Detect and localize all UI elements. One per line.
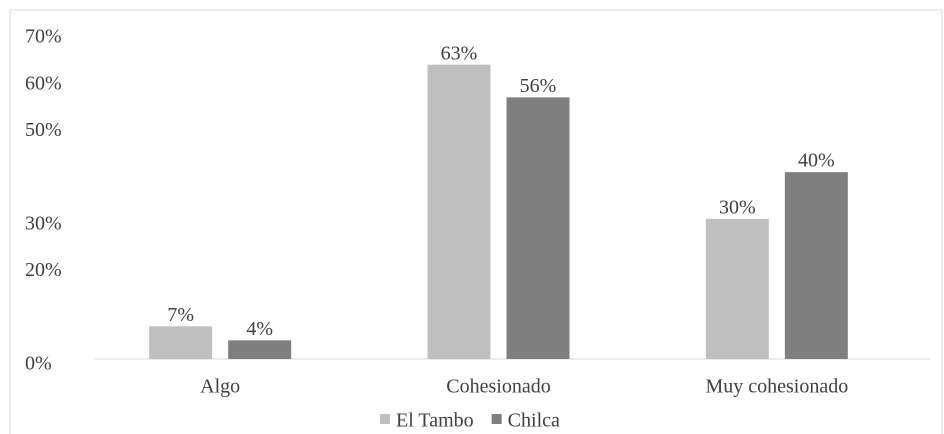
data-label: 4%: [246, 318, 273, 340]
legend-label: Chilca: [508, 410, 560, 432]
data-label: 56%: [520, 75, 557, 97]
data-label: 63%: [441, 42, 478, 64]
y-tick-label: 60%: [25, 72, 62, 94]
data-label: 40%: [798, 150, 835, 172]
bar: [705, 218, 769, 359]
bar: [228, 340, 292, 359]
data-label: 7%: [167, 304, 194, 326]
x-tick-label: Cohesionado: [446, 376, 550, 398]
legend-swatch: [380, 414, 390, 424]
y-tick-label: 20%: [25, 259, 62, 281]
y-tick-label: 70%: [25, 26, 62, 48]
y-tick-label: 50%: [25, 119, 62, 141]
x-tick-label: Algo: [200, 376, 240, 398]
bar: [427, 64, 491, 359]
bar: [149, 326, 213, 359]
bar: [506, 97, 570, 360]
bar: [784, 172, 848, 359]
y-tick-label: 30%: [25, 212, 62, 234]
y-tick-label: 0%: [25, 353, 52, 375]
x-tick-label: Muy cohesionado: [705, 376, 848, 398]
legend-swatch: [491, 414, 502, 424]
chart-border: [9, 9, 943, 434]
data-label: 30%: [719, 196, 756, 218]
legend-label: El Tambo: [396, 410, 474, 432]
